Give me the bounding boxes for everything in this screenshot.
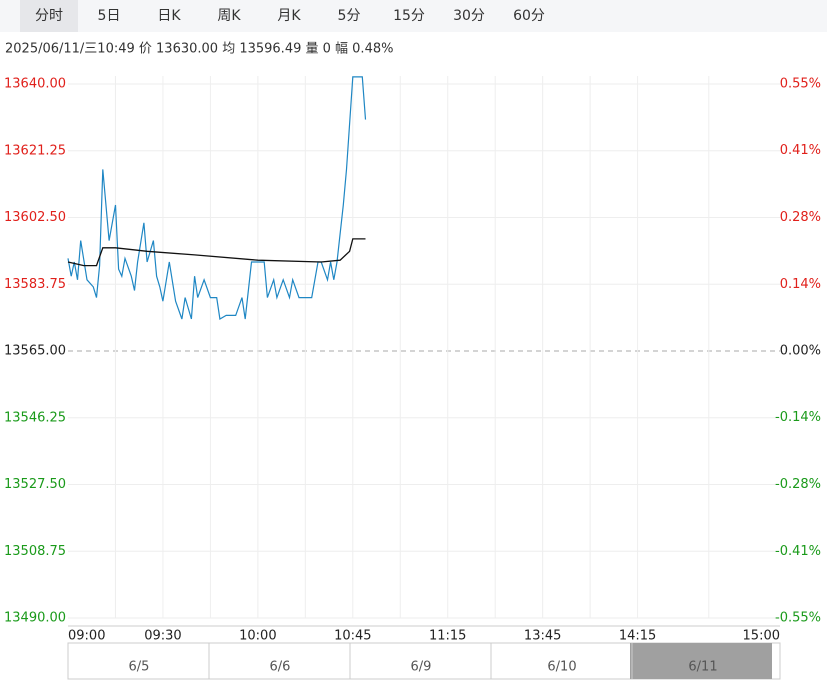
price-line: [67, 76, 367, 320]
tab[interactable]: 30分: [453, 8, 485, 24]
y2-tick-label: 0.28%: [780, 210, 821, 225]
y-tick-label: 13640.00: [4, 77, 66, 92]
y-tick-label: 13583.75: [4, 277, 66, 292]
y2-tick-label: 0.14%: [780, 277, 821, 292]
info-line: 2025/06/11/三10:49 价 13630.00 均 13596.49 …: [5, 42, 393, 57]
y2-tick-label: 0.55%: [780, 77, 821, 92]
navigator-label: 6/6: [270, 660, 291, 675]
x-tick-label: 11:15: [429, 629, 466, 644]
x-tick-label: 13:45: [524, 629, 561, 644]
y-tick-label: 13527.50: [4, 477, 66, 492]
navigator-label: 6/10: [547, 660, 576, 675]
y2-tick-label: -0.28%: [775, 477, 821, 492]
tab[interactable]: 5分: [338, 8, 361, 24]
tabs: 分时 5日 日K 周K 月K 5分 15分 30分 60分: [35, 8, 545, 24]
y2-tick-label: -0.55%: [775, 611, 821, 626]
y2-tick-label: 0.00%: [780, 344, 821, 359]
tab[interactable]: 月K: [277, 8, 301, 24]
x-tick-label: 10:45: [334, 629, 371, 644]
tab[interactable]: 60分: [513, 8, 545, 24]
y2-tick-label: 0.41%: [780, 143, 821, 158]
y-tick-label: 13621.25: [4, 143, 66, 158]
y-tick-label: 13602.50: [4, 210, 66, 225]
tab[interactable]: 5日: [98, 8, 121, 24]
price-line: [67, 238, 366, 267]
tab[interactable]: 15分: [393, 8, 425, 24]
x-tick-label: 10:00: [239, 629, 276, 644]
y-tick-label: 13546.25: [4, 410, 66, 425]
x-tick-label: 14:15: [619, 629, 656, 644]
x-tick-label: 09:00: [68, 629, 105, 644]
tab[interactable]: 周K: [217, 8, 241, 24]
y-tick-label: 13565.00: [4, 344, 66, 359]
y2-tick-label: -0.14%: [775, 410, 821, 425]
tab[interactable]: 分时: [35, 8, 63, 24]
y-tick-label: 13490.00: [4, 611, 66, 626]
navigator-label: 6/9: [411, 660, 432, 675]
navigator-label: 6/5: [129, 660, 150, 675]
x-tick-label: 09:30: [144, 629, 181, 644]
x-tick-label: 15:00: [743, 629, 780, 644]
tab-bar: [0, 0, 827, 32]
navigator-label: 6/11: [688, 660, 717, 675]
y-tick-label: 13508.75: [4, 544, 66, 559]
navigator-labels: 6/5 6/6 6/9 6/10 6/11: [129, 643, 718, 679]
navigator-selection: [630, 643, 772, 679]
tab[interactable]: 日K: [157, 8, 181, 24]
active-tab-bg: [20, 0, 78, 32]
y2-tick-label: -0.41%: [775, 544, 821, 559]
